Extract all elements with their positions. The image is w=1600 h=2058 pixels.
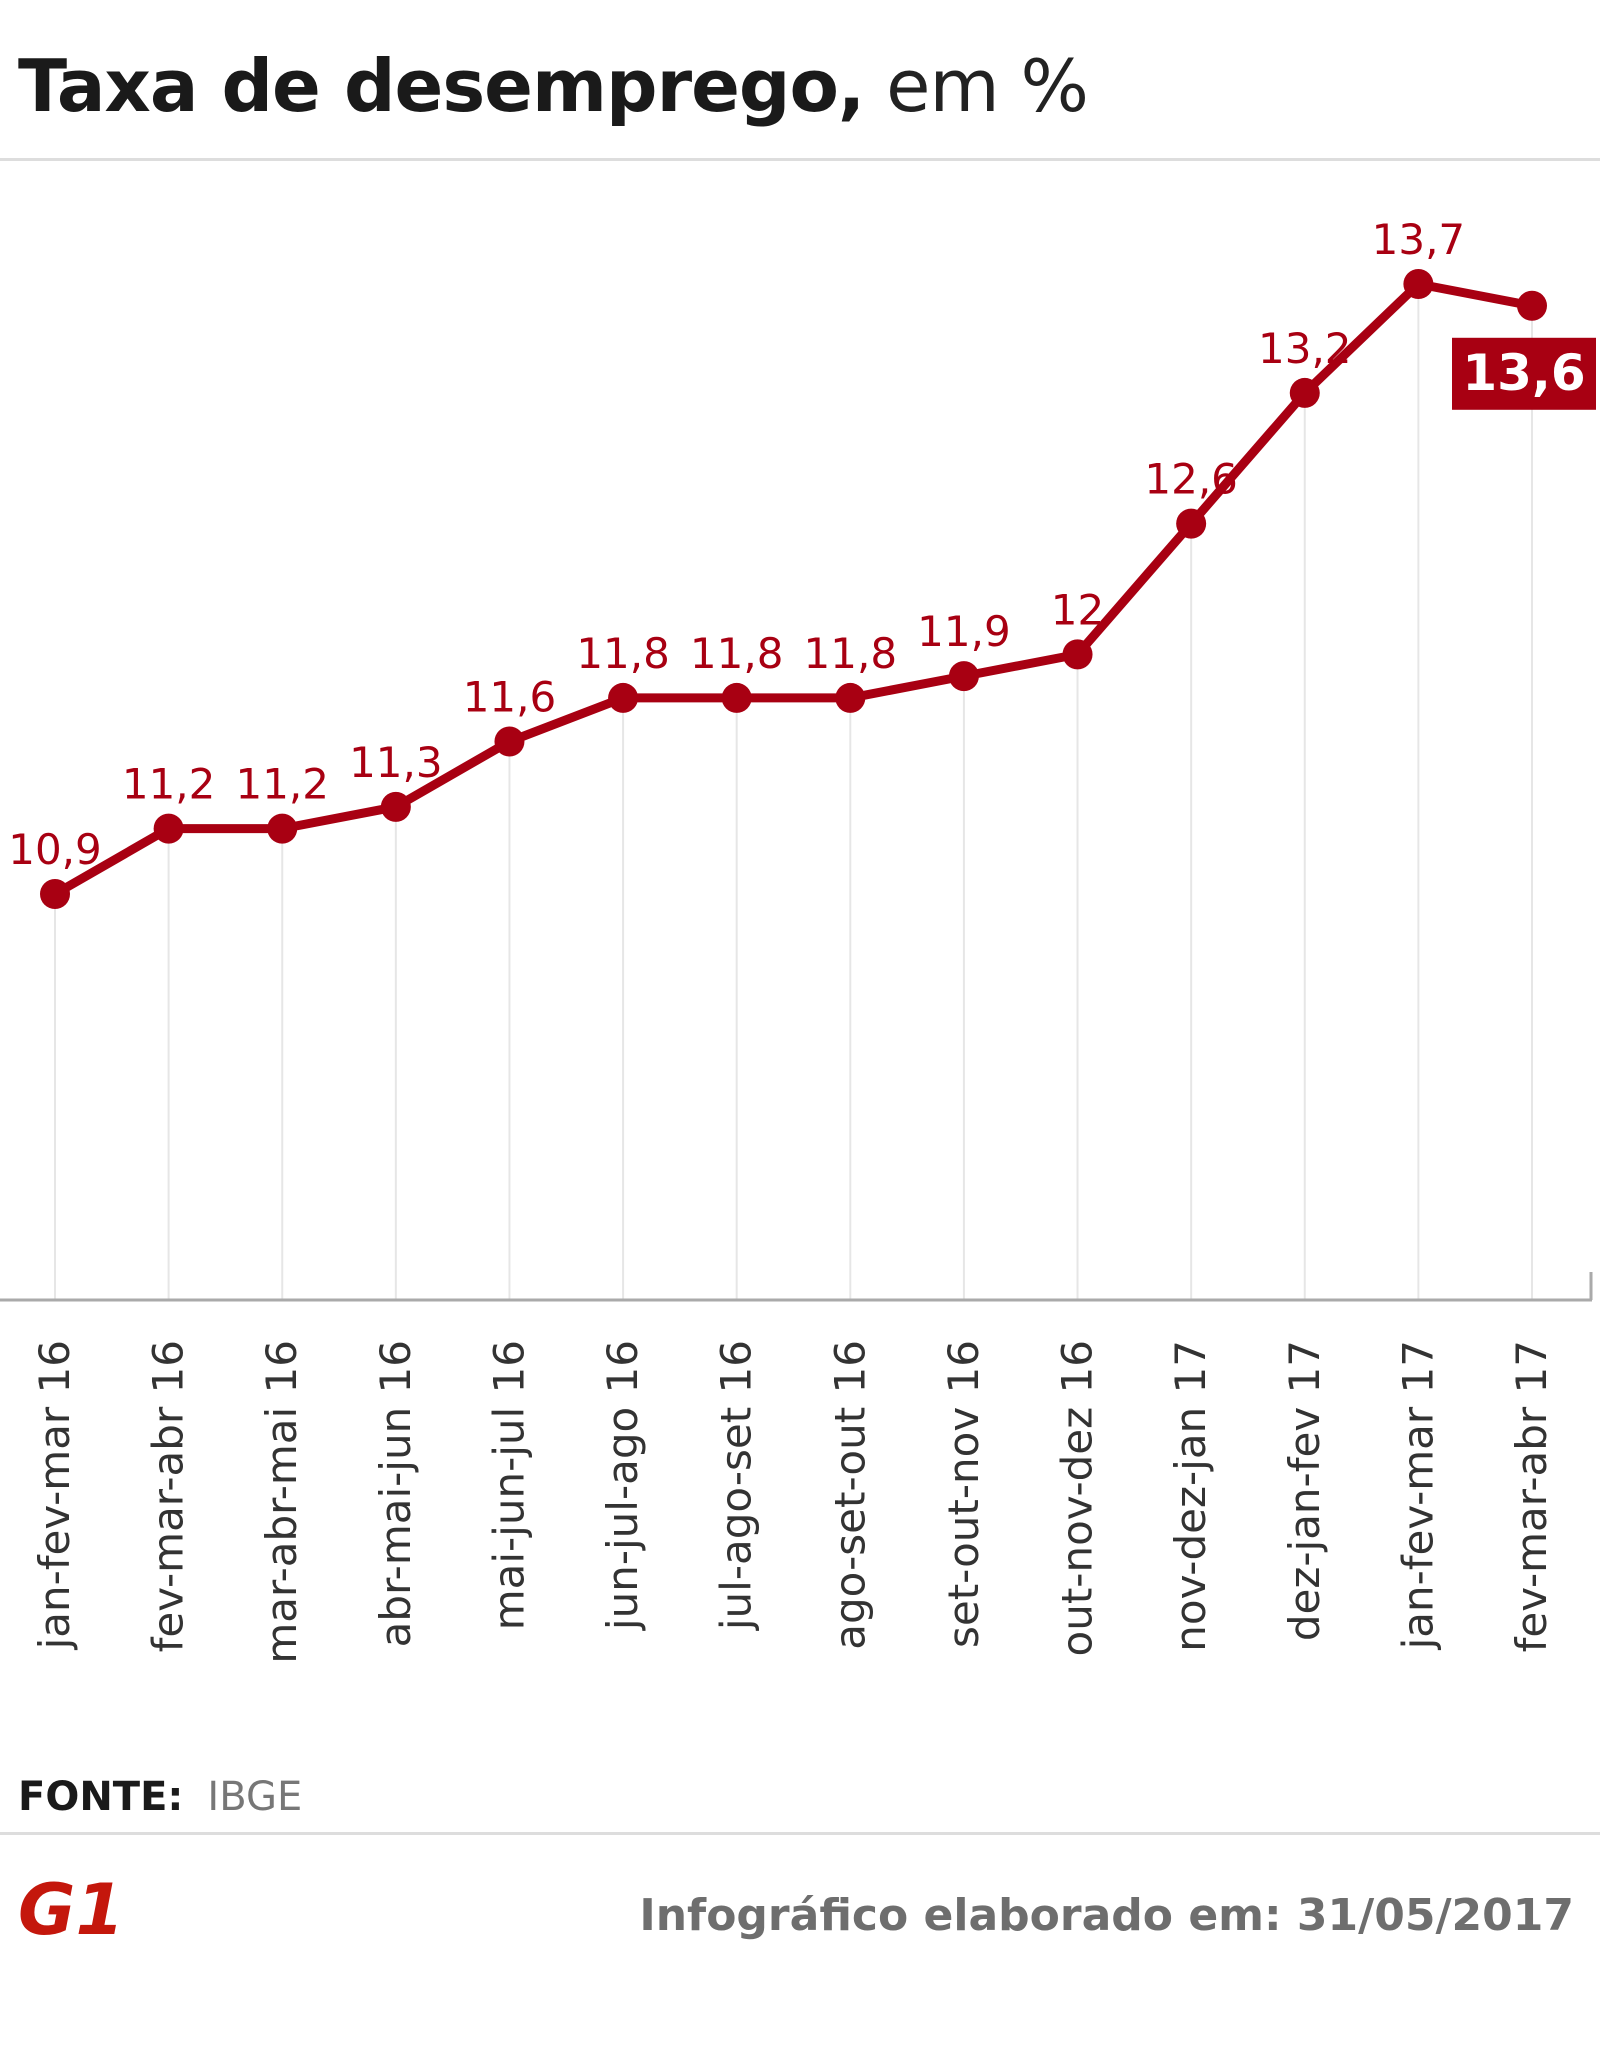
x-tick-label: jan-fev-mar 17 [1393,1340,1442,1650]
g1-logo-text: G1 [18,1874,124,1944]
title-main: Taxa de desemprego, [18,44,865,128]
x-tick-label: ago-set-out 16 [825,1340,874,1650]
data-label: 12,6 [1144,455,1238,504]
x-tick-label: nov-dez-jan 17 [1166,1340,1215,1652]
infographic-credit: Infográfico elaborado em: 31/05/2017 [639,1890,1574,1941]
x-tick-label: fev-mar-abr 16 [144,1340,193,1652]
data-label: 11,3 [349,738,443,787]
series-line [50,279,1537,899]
highlight-label-box [1452,337,1596,410]
data-point [1403,269,1434,299]
x-tick-label: jan-fev-mar 16 [30,1340,79,1650]
data-point [153,813,184,844]
x-tick-label: fev-mar-abr 17 [1507,1340,1556,1652]
data-point [1517,290,1547,321]
x-tick-label: abr-mai-jun 16 [371,1340,420,1647]
data-point [267,813,298,844]
data-point [1176,508,1207,539]
x-tick-label: mai-jun-jul 16 [484,1340,533,1630]
data-point [40,879,70,909]
data-label: 10,9 [8,825,102,874]
data-label: 11,8 [690,629,784,678]
title-unit: em % [864,44,1089,128]
data-point [494,726,525,757]
footer-divider [0,1832,1600,1835]
x-tick-label: dez-jan-fev 17 [1280,1340,1329,1641]
source-value: IBGE [207,1774,303,1820]
line-chart: 10,9 11,2 11,2 11,3 11,6 11,8 11,8 11,8 11,9 12 12… [0,215,1596,1664]
data-label: 11,2 [235,760,329,809]
highlight-data-label: 13,6 [1462,344,1585,402]
x-tick-label: out-nov-dez 16 [1053,1340,1102,1656]
x-tick-label: set-out-nov 16 [939,1340,988,1648]
data-label: 12 [1051,585,1104,634]
data-label: 11,6 [463,673,557,722]
data-point [608,682,639,713]
source-label: FONTE: [18,1774,184,1820]
g1-logo: G1 [18,1874,124,1944]
data-point [721,682,752,713]
data-point [380,791,411,822]
data-point [835,682,866,713]
data-point [948,661,979,692]
x-tick-label: jul-ago-set 16 [712,1340,761,1631]
data-point [1062,639,1093,670]
x-tick-label: mar-abr-mai 16 [257,1340,306,1664]
data-label: 11,8 [576,629,670,678]
data-label: 13,2 [1258,324,1352,373]
data-label: 13,7 [1372,215,1466,264]
data-label: 11,8 [804,629,898,678]
data-point [1289,377,1320,408]
x-tick-label: jun-jul-ago 16 [598,1340,647,1631]
data-label: 11,9 [917,607,1011,656]
page-title: Taxa de desemprego, em % [18,36,1089,136]
source-line: FONTE: IBGE [18,1772,302,1822]
header-divider [0,158,1600,161]
data-label: 11,2 [122,760,216,809]
